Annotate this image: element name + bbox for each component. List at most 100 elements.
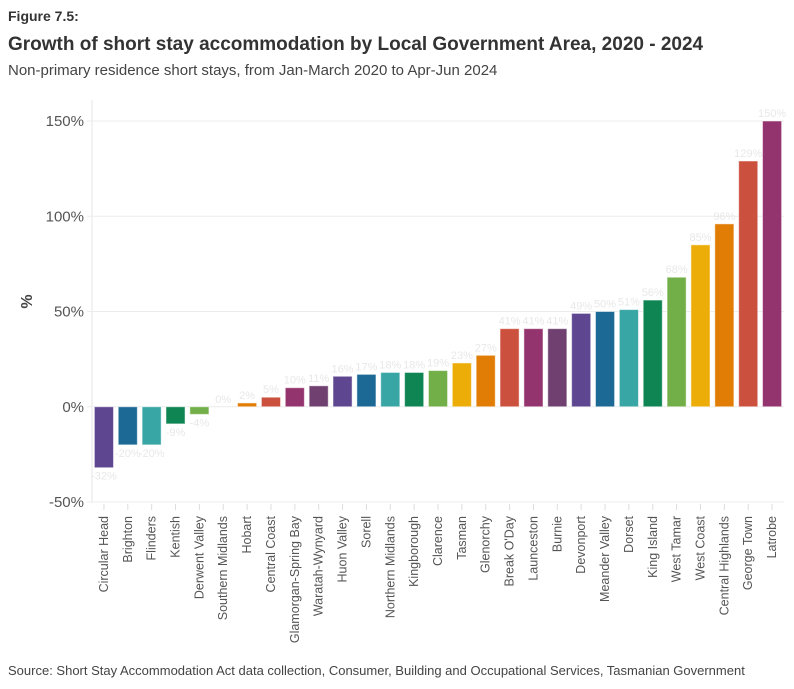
x-tick-label: Devonport — [574, 515, 588, 573]
x-tick-label: Meander Valley — [598, 515, 612, 602]
bar — [284, 387, 305, 408]
bar — [738, 160, 759, 408]
bar — [571, 312, 592, 408]
x-tick-label: Derwent Valley — [192, 515, 206, 599]
x-tick-label: Tasman — [455, 516, 469, 560]
x-tick-label: Brighton — [121, 516, 135, 563]
data-label: -20% — [139, 448, 165, 460]
data-label: 0% — [215, 394, 231, 406]
bar — [237, 402, 258, 408]
data-label: 17% — [355, 361, 377, 373]
x-tick-label: Glenorchy — [479, 515, 493, 573]
bar — [523, 328, 544, 408]
bar — [308, 385, 329, 408]
x-tick-label: Hobart — [240, 515, 254, 553]
x-tick-label: Waratah-Wynyard — [312, 516, 326, 616]
y-axis: -50% 0% 50% 100% 150% — [46, 113, 84, 511]
chart-subtitle: Non-primary residence short stays, from … — [8, 62, 498, 79]
x-tick-label: West Tamar — [670, 516, 684, 582]
data-label: -32% — [91, 471, 117, 483]
x-tick-label: Huon Valley — [336, 515, 350, 582]
x-tick-label: Dorset — [622, 515, 636, 552]
x-tick-label: Break O'Day — [503, 515, 517, 586]
data-label: 19% — [427, 358, 449, 370]
x-tick-label: George Town — [741, 516, 755, 590]
bar — [762, 120, 783, 408]
bar — [404, 371, 425, 408]
bar — [189, 406, 210, 415]
y-tick-label: 50% — [54, 304, 84, 321]
bar — [93, 406, 114, 469]
x-tick-label: Northern Midlands — [383, 516, 397, 618]
data-label: 56% — [642, 287, 664, 299]
data-label: 129% — [734, 148, 762, 160]
data-label: 51% — [618, 297, 640, 309]
x-axis: Circular Head Brighton Flinders Kentish Derw… — [97, 504, 779, 643]
data-label: 41% — [546, 316, 568, 328]
x-tick-label: Glamorgan-Spring Bay — [288, 515, 302, 643]
bar — [714, 223, 735, 408]
bar — [547, 328, 568, 408]
x-tick-label: Burnie — [550, 516, 564, 552]
bar — [594, 311, 616, 408]
data-label: 41% — [522, 316, 544, 328]
data-label: 41% — [499, 316, 521, 328]
bar — [666, 276, 687, 408]
y-tick-label: 0% — [62, 399, 84, 416]
bar — [499, 328, 520, 408]
bar — [332, 375, 353, 408]
x-tick-label: Flinders — [145, 516, 159, 560]
bar — [427, 370, 449, 408]
data-label: 49% — [570, 300, 592, 312]
data-label: 10% — [284, 375, 306, 387]
x-tick-label: Circular Head — [97, 516, 111, 592]
bar — [475, 354, 496, 408]
bar — [165, 406, 186, 425]
data-label: 2% — [239, 390, 255, 402]
bar — [642, 299, 663, 408]
x-tick-label: Kingborough — [407, 516, 421, 587]
bars — [93, 120, 783, 469]
source-note: Source: Short Stay Accommodation Act dat… — [8, 663, 745, 678]
data-labels: -32%-20%-20%-9%-4%0% 2% 5%10% 11%16% 17% 18% 1… — [91, 108, 786, 483]
data-label: 18% — [403, 359, 425, 371]
data-label: 150% — [758, 108, 786, 120]
data-label: 96% — [713, 211, 735, 223]
data-label: 23% — [451, 350, 473, 362]
x-tick-label: Southern Midlands — [216, 516, 230, 620]
x-tick-label: Sorell — [359, 516, 373, 548]
data-label: -9% — [166, 427, 186, 439]
bar — [451, 362, 472, 408]
bar — [618, 309, 639, 408]
chart-title: Growth of short stay accommodation by Lo… — [8, 34, 704, 55]
data-label: 50% — [594, 299, 616, 311]
y-tick-label: 100% — [46, 208, 84, 225]
data-label: -20% — [115, 448, 141, 460]
data-label: 27% — [475, 342, 497, 354]
y-axis-title: % — [19, 294, 36, 308]
bar — [141, 406, 162, 446]
x-tick-label: Latrobe — [765, 516, 779, 558]
x-tick-label: Central Coast — [264, 515, 278, 592]
x-tick-label: West Coast — [693, 515, 707, 580]
x-tick-label: King Island — [646, 516, 660, 578]
data-label: 85% — [689, 232, 711, 244]
bar — [260, 396, 282, 408]
bar — [690, 244, 711, 408]
figure-label: Figure 7.5: — [8, 8, 79, 24]
bar — [380, 371, 401, 408]
x-tick-label: Launceston — [526, 516, 540, 581]
data-label: 5% — [263, 384, 279, 396]
x-tick-label: Kentish — [169, 516, 183, 558]
data-label: 68% — [666, 264, 688, 276]
data-label: -4% — [190, 417, 210, 429]
data-label: 11% — [308, 373, 329, 385]
y-tick-label: 150% — [46, 113, 84, 130]
data-label: 18% — [379, 359, 401, 371]
bar — [117, 406, 138, 446]
x-tick-label: Clarence — [431, 516, 445, 566]
y-tick-label: -50% — [49, 494, 84, 511]
x-tick-label: Central Highlands — [717, 516, 731, 615]
bar — [356, 373, 377, 408]
